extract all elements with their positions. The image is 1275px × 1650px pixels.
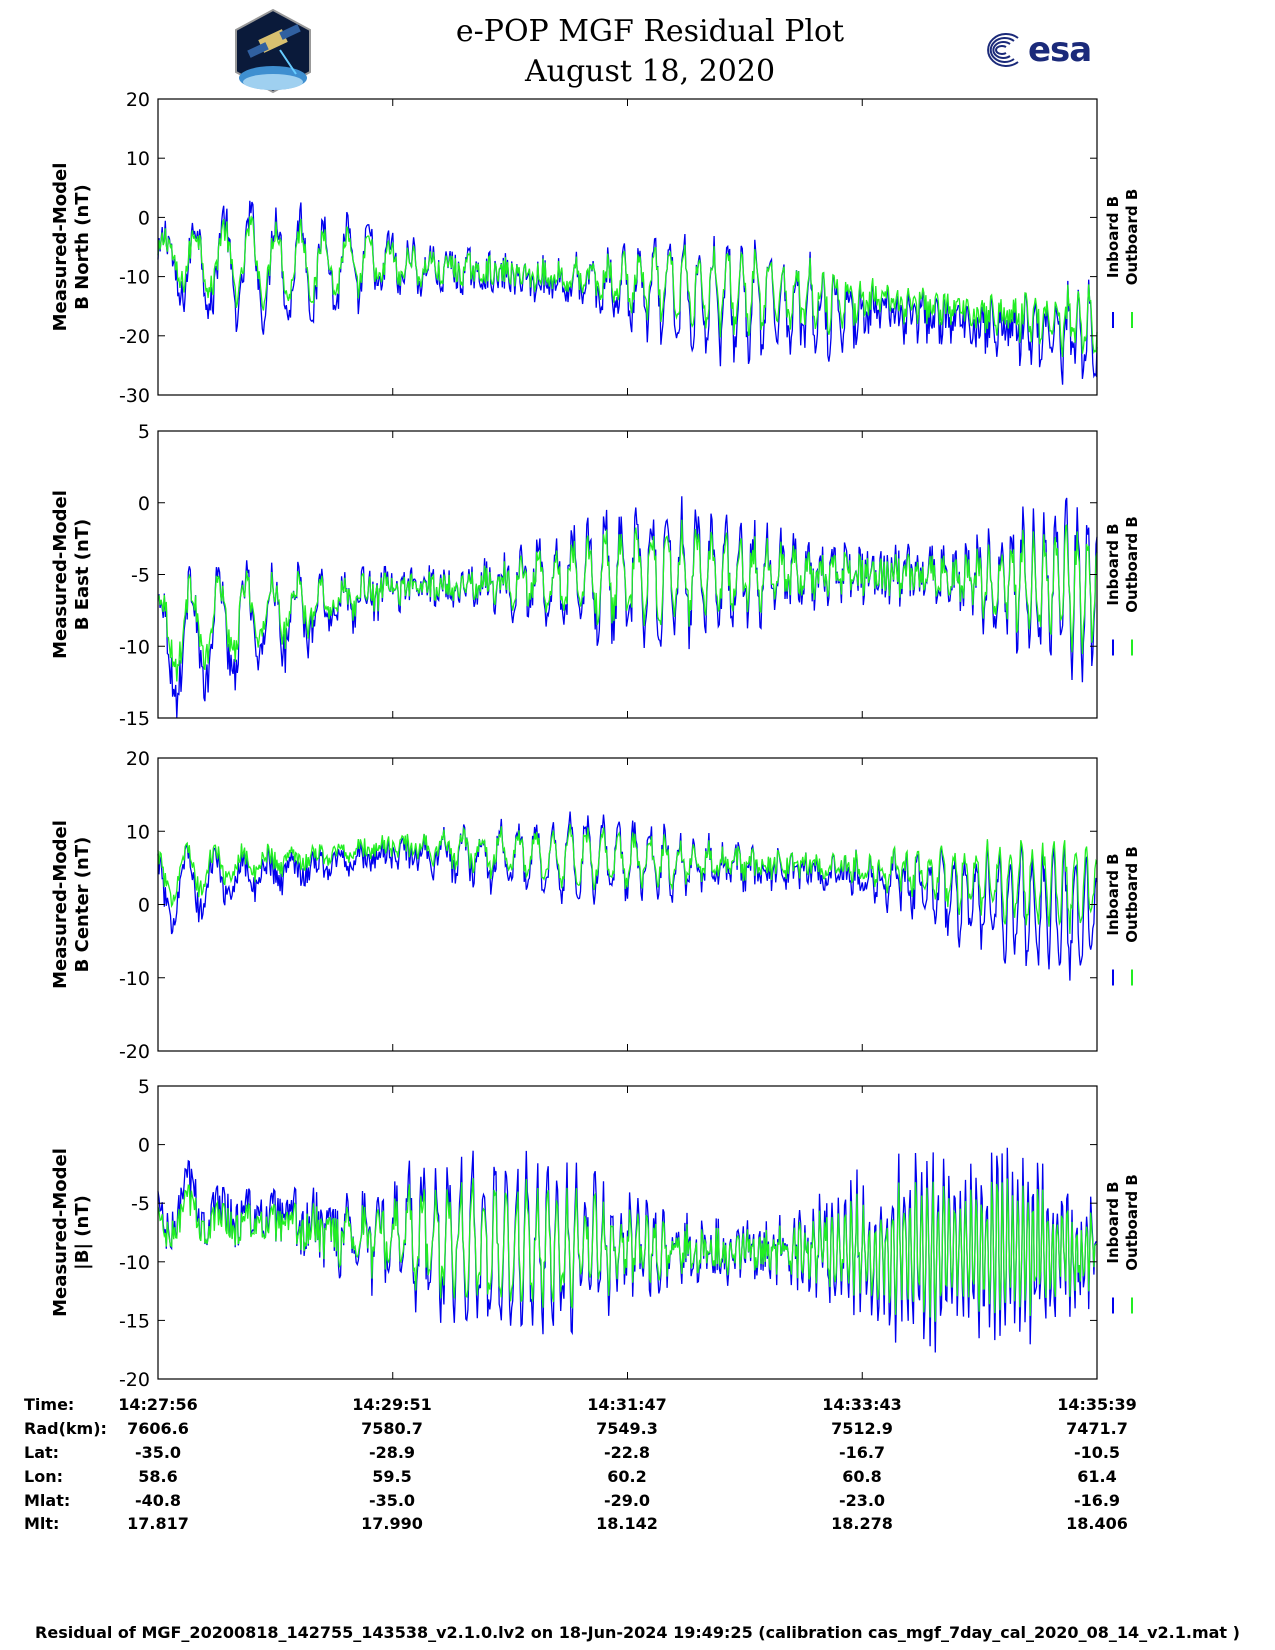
ephemeris-value: 58.6 (138, 1467, 178, 1486)
y-axis-label: Measured-Model (50, 1148, 71, 1317)
ephemeris-value: 14:33:43 (822, 1395, 902, 1414)
footer-caption: Residual of MGF_20200818_142755_143538_v… (35, 1623, 1240, 1642)
y-tick-label: -30 (119, 385, 150, 407)
series-line-outboard (157, 519, 1098, 682)
y-tick-label: -10 (119, 267, 150, 289)
plot-date: August 18, 2020 (524, 54, 776, 89)
chart-panel-3: 20 10 0 -10 -20 Measured-Model B Center (nT) In… (50, 748, 1141, 1063)
ephemeris-value: -16.7 (838, 1443, 886, 1462)
series-line-outboard (157, 823, 1098, 934)
ephemeris-row-label: Rad(km): (24, 1419, 107, 1438)
y-tick-label: 0 (138, 493, 150, 515)
ephemeris-row-label: Lon: (24, 1467, 63, 1486)
ephemeris-value: 7512.9 (831, 1419, 893, 1438)
ephemeris-value: 18.278 (831, 1514, 893, 1533)
legend-label: Outboard B (1123, 189, 1141, 286)
ephemeris-value: 61.4 (1077, 1467, 1117, 1486)
ephemeris-value: -22.8 (603, 1443, 651, 1462)
chart-panel-4: 5 0 -5 -10 -15 -20 Measured-Model |B| (nT) Inboa… (50, 1076, 1141, 1391)
ephemeris-value: 7606.6 (127, 1419, 189, 1438)
y-tick-label: -15 (119, 1310, 150, 1332)
ephemeris-value: 14:35:39 (1057, 1395, 1137, 1414)
series-line-outboard (157, 1178, 1097, 1322)
y-axis-label: B East (nT) (72, 519, 93, 631)
plot-frame (157, 757, 1098, 1052)
ephemeris-value: -16.9 (1073, 1491, 1121, 1510)
ephemeris-value: -29.0 (603, 1491, 651, 1510)
ephemeris-value: 14:31:47 (587, 1395, 667, 1414)
ephemeris-value: 7549.3 (596, 1419, 658, 1438)
series-line-inboard (157, 200, 1098, 385)
y-tick-label: -5 (131, 565, 150, 587)
legend-label: Inboard B (1104, 523, 1122, 605)
ephemeris-value: 18.406 (1066, 1514, 1128, 1533)
y-tick-label: 10 (126, 821, 150, 843)
ephemeris-value: 60.2 (607, 1467, 647, 1486)
y-tick-label: -5 (131, 1193, 150, 1215)
series-line-inboard (157, 811, 1098, 981)
y-tick-label: -10 (119, 968, 150, 990)
ephemeris-value: 17.990 (361, 1514, 423, 1533)
ephemeris-value: 17.817 (127, 1514, 189, 1533)
esa-logo-icon (978, 30, 1028, 74)
y-tick-label: 0 (138, 895, 150, 917)
y-tick-label: 5 (138, 1076, 150, 1098)
ephemeris-value: 7471.7 (1066, 1419, 1128, 1438)
ephemeris-value: -40.8 (134, 1491, 182, 1510)
ephemeris-value: 14:29:51 (352, 1395, 432, 1414)
plot-title: e-POP MGF Residual Plot (455, 14, 845, 49)
y-tick-label: 20 (126, 748, 150, 770)
y-tick-label: 20 (126, 89, 150, 111)
y-tick-label: 0 (138, 1135, 150, 1157)
y-tick-label: -15 (119, 708, 150, 730)
y-tick-label: -20 (119, 1041, 150, 1063)
y-tick-label: 0 (138, 207, 150, 229)
ephemeris-value: 7580.7 (361, 1419, 423, 1438)
y-axis-label: Measured-Model (50, 163, 71, 332)
legend-label: Inboard B (1104, 196, 1122, 278)
ephemeris-value: -28.9 (368, 1443, 416, 1462)
esa-logo-text: esa (1028, 30, 1092, 70)
series-line-outboard (157, 215, 1098, 358)
cassiope-mission-logo (230, 8, 316, 98)
legend-label: Outboard B (1123, 846, 1141, 943)
ephemeris-row-label: Lat: (24, 1443, 60, 1462)
ephemeris-value: -35.0 (134, 1443, 182, 1462)
legend-label: Inboard B (1104, 1181, 1122, 1263)
series-line-inboard (157, 496, 1098, 718)
ephemeris-row-label: Time: (24, 1395, 75, 1414)
y-tick-label: -20 (119, 1369, 150, 1391)
legend-label: Inboard B (1104, 853, 1122, 935)
y-tick-label: 5 (138, 421, 150, 443)
plot-frame (157, 98, 1098, 396)
chart-panel-2: 5 0 -5 -10 -15 Measured-Model B East (nT) Inboa… (50, 421, 1141, 730)
ephemeris-value: -35.0 (368, 1491, 416, 1510)
y-tick-label: -10 (119, 636, 150, 658)
ephemeris-value: 60.8 (842, 1467, 882, 1486)
y-tick-label: -10 (119, 1252, 150, 1274)
y-tick-label: -20 (119, 326, 150, 348)
y-axis-label: B North (nT) (72, 184, 93, 310)
ephemeris-value: -10.5 (1073, 1443, 1121, 1462)
ephemeris-value: 59.5 (372, 1467, 412, 1486)
ephemeris-value: -23.0 (838, 1491, 886, 1510)
legend-label: Outboard B (1123, 1174, 1141, 1271)
ephemeris-row-label: Mlt: (24, 1514, 60, 1533)
ephemeris-value: 18.142 (596, 1514, 658, 1533)
y-axis-label: Measured-Model (50, 490, 71, 659)
ephemeris-value: 14:27:56 (118, 1395, 198, 1414)
y-tick-label: 10 (126, 148, 150, 170)
y-axis-label: B Center (nT) (72, 837, 93, 973)
y-axis-label: Measured-Model (50, 820, 71, 989)
legend-label: Outboard B (1123, 516, 1141, 613)
ephemeris-row-label: Mlat: (24, 1491, 71, 1510)
y-axis-label: |B| (nT) (72, 1195, 93, 1270)
chart-panel-1: 20 10 0 -10 -20 -30 Measured-Model B North (nT)… (50, 89, 1141, 407)
